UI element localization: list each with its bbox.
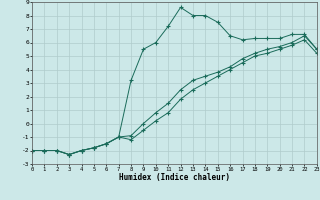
X-axis label: Humidex (Indice chaleur): Humidex (Indice chaleur) bbox=[119, 173, 230, 182]
